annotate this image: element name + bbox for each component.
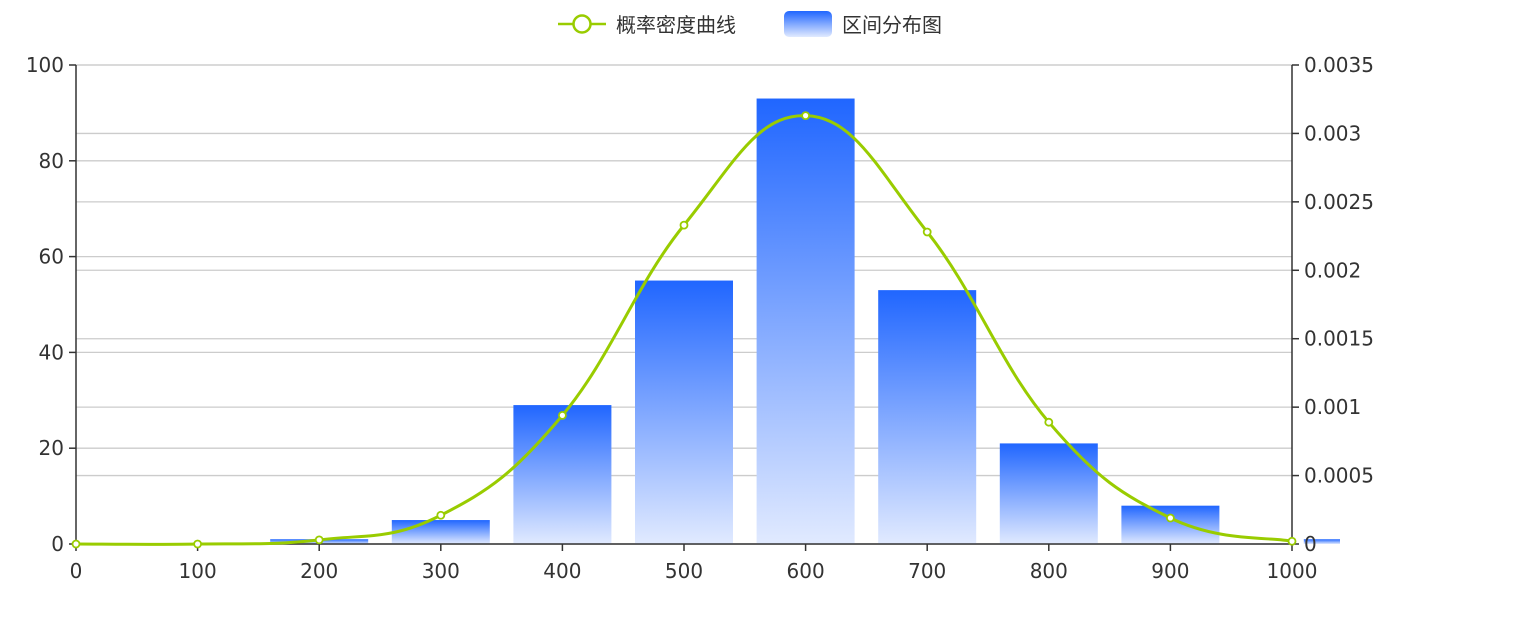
- density-point-10: [1287, 536, 1297, 546]
- density-point-8: [1044, 417, 1054, 427]
- bar-7: [1121, 505, 1220, 544]
- legend-bar-icon: [784, 11, 832, 37]
- x-tick-label-5: 500: [665, 559, 703, 583]
- density-point-6: [801, 111, 810, 121]
- x-tick-label-8: 800: [1030, 559, 1068, 583]
- y-right-tick-label-2: 0.001: [1304, 395, 1361, 419]
- x-tick-label-6: 600: [787, 559, 825, 583]
- y-right-tick-label-4: 0.002: [1304, 258, 1361, 282]
- density-curve: [71, 111, 1297, 549]
- y-right-tick-label-5: 0.0025: [1304, 190, 1374, 214]
- y-right-tick-label-1: 0.0005: [1304, 464, 1374, 488]
- density-point-4: [558, 410, 567, 420]
- x-tick-label-4: 400: [543, 559, 581, 583]
- legend-item-histogram[interactable]: 区间分布图: [784, 11, 942, 37]
- y-right-tick-label-0: 0: [1304, 532, 1317, 556]
- y-left-tick-label-2: 40: [39, 340, 64, 364]
- bar-4: [756, 98, 855, 544]
- density-point-9: [1166, 513, 1175, 523]
- grid-lines: [76, 64, 1292, 545]
- legend-label-histogram: 区间分布图: [842, 13, 942, 37]
- density-point-7: [922, 227, 932, 237]
- x-tick-label-1: 100: [179, 559, 217, 583]
- x-tick-label-2: 200: [300, 559, 338, 583]
- legend-item-density-curve[interactable]: 概率密度曲线: [558, 13, 736, 37]
- density-curve-line: [75, 114, 1293, 546]
- legend[interactable]: 概率密度曲线 区间分布图: [558, 11, 942, 37]
- bar-3: [635, 280, 733, 544]
- y-left-tick-label-5: 100: [26, 53, 64, 77]
- density-point-0: [71, 539, 81, 549]
- axes: 02040608010000.00050.0010.00150.0020.002…: [26, 53, 1374, 583]
- x-tick-label-0: 0: [70, 559, 83, 583]
- density-point-3: [436, 510, 446, 520]
- bar-5: [878, 290, 977, 544]
- y-right-tick-label-7: 0.0035: [1304, 53, 1374, 77]
- x-tick-label-10: 1000: [1267, 559, 1318, 583]
- x-tick-label-9: 900: [1151, 559, 1189, 583]
- legend-circle-icon: [572, 14, 592, 34]
- density-point-5: [679, 220, 689, 230]
- density-point-2: [314, 535, 324, 545]
- bar-6: [999, 443, 1098, 544]
- bar-8: [1303, 539, 1340, 544]
- bar-1: [391, 520, 490, 544]
- y-left-tick-label-0: 0: [51, 532, 64, 556]
- y-left-tick-label-4: 80: [39, 149, 64, 173]
- legend-label-density: 概率密度曲线: [616, 13, 736, 37]
- y-right-tick-label-3: 0.0015: [1304, 327, 1374, 351]
- y-right-tick-label-6: 0.003: [1304, 121, 1361, 145]
- bar-2: [513, 405, 612, 544]
- y-left-tick-label-1: 20: [39, 436, 64, 460]
- x-tick-label-3: 300: [422, 559, 460, 583]
- density-point-1: [193, 539, 203, 549]
- x-tick-label-7: 700: [908, 559, 946, 583]
- bars: [270, 98, 1340, 544]
- y-left-tick-label-3: 60: [39, 245, 64, 269]
